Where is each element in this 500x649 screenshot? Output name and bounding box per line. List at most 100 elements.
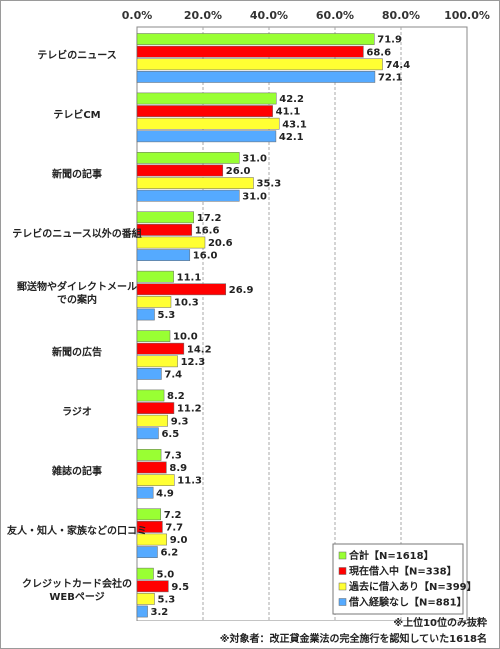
category-label: 雑誌の記事 [51, 465, 102, 478]
category-label: 新聞の記事 [52, 168, 102, 181]
data-label: 4.9 [156, 488, 174, 499]
bar [136, 567, 154, 580]
bar [136, 414, 168, 427]
bar [136, 368, 162, 380]
bar [136, 283, 227, 296]
category-label: 新聞の広告 [52, 346, 102, 359]
data-label: 16.6 [195, 226, 220, 237]
bar [136, 342, 185, 355]
bar [136, 164, 224, 177]
category-label: テレビCM [53, 108, 100, 121]
data-label: 11.2 [177, 404, 202, 415]
data-label: 72.1 [378, 73, 403, 84]
legend-swatch [338, 567, 347, 575]
data-label: 43.1 [282, 119, 307, 130]
bar [136, 486, 154, 499]
data-label: 41.1 [276, 107, 301, 118]
category-label: テレビのニュース [37, 49, 117, 62]
data-label: 8.2 [167, 391, 185, 402]
data-label: 31.0 [242, 154, 267, 165]
bar [136, 308, 155, 321]
x-tick-label: 60.0% [316, 9, 354, 22]
bar [136, 461, 167, 474]
bar [136, 177, 254, 189]
bar [136, 33, 375, 45]
data-label: 6.5 [161, 429, 179, 440]
legend-label: 過去に借入あり【N=399】 [348, 580, 477, 593]
bar [136, 130, 277, 143]
bar [136, 152, 240, 164]
bar [136, 45, 364, 58]
bar [136, 211, 195, 224]
data-label: 5.0 [157, 569, 175, 580]
bar [136, 224, 193, 236]
data-label: 10.0 [173, 332, 198, 343]
bar [136, 92, 277, 105]
bar [136, 296, 172, 308]
x-tick-label: 20.0% [184, 9, 222, 22]
data-label: 42.1 [279, 132, 304, 143]
data-label: 7.7 [165, 523, 183, 534]
bar [136, 330, 171, 342]
bar [136, 236, 206, 249]
data-label: 9.0 [170, 535, 188, 546]
data-label: 5.3 [157, 595, 175, 606]
category-label: 友人・知人・家族などの口コミ [7, 524, 147, 537]
x-tick-label: 80.0% [382, 9, 420, 22]
legend-label: 合計【N=1618】 [348, 549, 434, 562]
data-label: 9.5 [171, 582, 189, 593]
legend [332, 543, 464, 615]
legend-label: 借入経験なし【N=881】 [348, 596, 467, 609]
data-label: 9.3 [171, 416, 189, 427]
bar [136, 355, 178, 368]
bar [136, 593, 155, 605]
bar [136, 117, 280, 130]
category-label: 郵送物やダイレクトメールでの案内 [17, 280, 137, 306]
data-label: 26.0 [226, 166, 251, 177]
data-label: 14.2 [187, 344, 212, 355]
bar [136, 249, 191, 261]
bar [136, 189, 240, 202]
data-label: 3.2 [151, 607, 169, 618]
bar [136, 427, 159, 440]
data-label: 8.9 [169, 463, 187, 474]
note-top10: ※上位10位のみ抜粋 [393, 618, 487, 629]
data-label: 17.2 [197, 213, 222, 224]
data-label: 7.3 [164, 451, 182, 462]
bar [136, 449, 162, 461]
data-label: 35.3 [256, 179, 281, 190]
bar [136, 533, 167, 546]
bar [136, 605, 148, 618]
category-label: クレジットカード会社の WEBページ [22, 577, 132, 603]
legend-swatch [338, 598, 347, 606]
data-label: 20.6 [208, 238, 233, 249]
data-label: 10.3 [174, 298, 199, 309]
data-label: 68.6 [366, 47, 391, 58]
bar [136, 270, 174, 283]
data-label: 11.1 [177, 272, 202, 283]
data-label: 6.2 [160, 548, 178, 559]
bar [136, 58, 383, 71]
legend-swatch [338, 551, 347, 560]
bar-chart: 0.0% 20.0% 40.0% 60.0% 80.0% 100.0% 71.968.6 74… [7, 9, 490, 621]
legend-swatch [338, 582, 347, 591]
bar [136, 389, 165, 402]
legend-label: 現在借入中【N=338】 [349, 565, 457, 578]
data-label: 16.0 [193, 251, 218, 262]
category-label: テレビのニュース以外の番組 [12, 227, 142, 240]
bar [136, 105, 273, 117]
bar [136, 580, 169, 593]
data-label: 26.9 [229, 285, 254, 296]
bar [136, 474, 175, 486]
bar [136, 402, 175, 414]
data-label: 11.3 [177, 476, 202, 487]
x-tick-label: 100.0% [444, 9, 490, 22]
data-label: 7.4 [164, 370, 182, 381]
data-label: 5.3 [157, 310, 175, 321]
data-label: 12.3 [181, 357, 206, 368]
data-label: 7.2 [164, 510, 182, 521]
bar [136, 521, 163, 533]
x-tick-label: 0.0% [122, 9, 153, 22]
category-label: ラジオ [62, 406, 92, 418]
